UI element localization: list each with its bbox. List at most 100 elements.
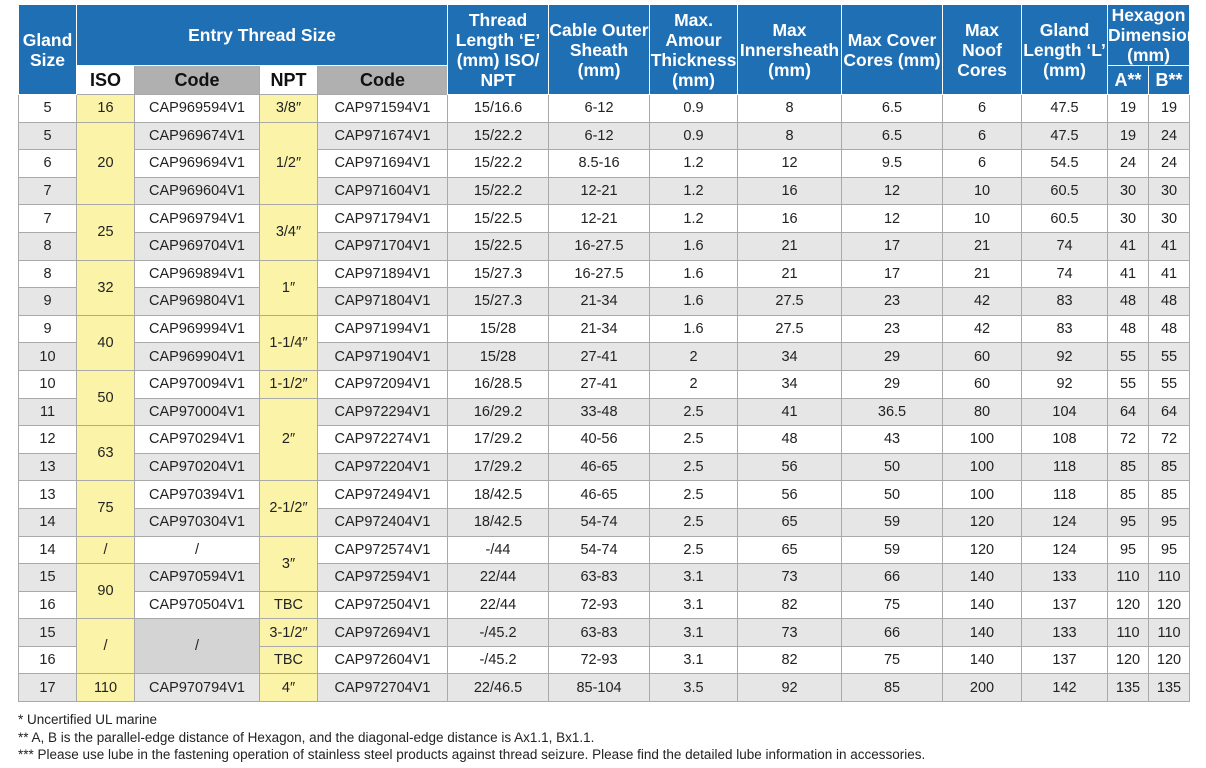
noof-cores-cell: 140 <box>942 590 1023 620</box>
gland-size-cell: 16 <box>18 645 77 675</box>
noof-cores-cell: 21 <box>942 231 1023 261</box>
noof-cores-cell: 200 <box>942 673 1023 703</box>
hex-b-cell: 55 <box>1148 342 1191 371</box>
gland-length-cell: 92 <box>1021 369 1109 399</box>
iso-code-cell: CAP970304V1 <box>134 507 260 537</box>
npt-size-cell: 1-1/2″ <box>259 369 318 399</box>
npt-size-cell: 2″ <box>259 397 318 482</box>
gland-length-cell: 133 <box>1021 563 1109 592</box>
innersheath-cell: 27.5 <box>737 287 843 316</box>
innersheath-cell: 8 <box>737 94 843 123</box>
header-cable-outer-sheath: Cable Outer Sheath (mm) <box>548 4 651 95</box>
table-row: 6 CAP969694V1 CAP971694V1 15/22.2 8.5-16 1.2 1… <box>18 149 1191 178</box>
innersheath-cell: 56 <box>737 480 843 509</box>
iso-size-cell: 90 <box>76 563 135 620</box>
hex-a-cell: 55 <box>1107 342 1150 371</box>
hex-b-cell: 85 <box>1148 480 1191 509</box>
amour-thickness-cell: 1.6 <box>649 287 739 316</box>
npt-code-cell: CAP971604V1 <box>316 176 449 206</box>
footnote-ul-marine: * Uncertified UL marine <box>18 712 158 727</box>
gland-size-cell: 10 <box>18 342 77 371</box>
cover-cores-cell: 75 <box>841 645 944 675</box>
thread-length-cell: 17/29.2 <box>447 425 550 454</box>
table-row: 8 CAP969704V1 CAP971704V1 15/22.5 16-27.5 1.6… <box>18 231 1191 261</box>
npt-code-cell: CAP972494V1 <box>316 480 449 509</box>
amour-thickness-cell: 3.1 <box>649 645 739 675</box>
iso-size-cell: 32 <box>76 259 135 316</box>
noof-cores-cell: 6 <box>942 121 1023 151</box>
gland-length-cell: 83 <box>1021 314 1109 344</box>
hex-b-cell: 24 <box>1148 149 1191 178</box>
cover-cores-cell: 6.5 <box>841 94 944 123</box>
thread-length-cell: 15/22.2 <box>447 176 550 206</box>
innersheath-cell: 21 <box>737 259 843 289</box>
table-row: 13 75 CAP970394V1 2-1/2″ CAP972494V1 18/42.5 4… <box>18 480 1191 537</box>
table-row: 17 110 CAP970794V1 4″ CAP972704V1 22/46.5 85-1… <box>18 673 1191 703</box>
hex-b-cell: 30 <box>1148 176 1191 206</box>
innersheath-cell: 34 <box>737 369 843 399</box>
hex-a-cell: 72 <box>1107 425 1150 454</box>
thread-length-cell: 18/42.5 <box>447 507 550 537</box>
innersheath-cell: 16 <box>737 176 843 206</box>
header-iso-code: Code <box>134 65 260 95</box>
cable-outer-sheath-cell: 27-41 <box>548 369 651 399</box>
thread-length-cell: 15/22.5 <box>447 231 550 261</box>
npt-code-cell: CAP972594V1 <box>316 563 449 592</box>
amour-thickness-cell: 1.6 <box>649 259 739 289</box>
npt-size-cell: 3-1/2″ <box>259 618 318 647</box>
header-npt: NPT <box>259 65 318 95</box>
amour-thickness-cell: 2.5 <box>649 507 739 537</box>
thread-length-cell: 15/28 <box>447 314 550 344</box>
amour-thickness-cell: 2.5 <box>649 535 739 565</box>
hex-b-cell: 95 <box>1148 535 1191 565</box>
npt-code-cell: CAP972274V1 <box>316 425 449 454</box>
gland-size-cell: 9 <box>18 287 77 316</box>
hex-b-cell: 64 <box>1148 397 1191 427</box>
hex-b-cell: 24 <box>1148 121 1191 151</box>
hex-a-cell: 19 <box>1107 94 1150 123</box>
gland-size-cell: 6 <box>18 149 77 178</box>
hex-a-cell: 85 <box>1107 480 1150 509</box>
header-hexagon-dimension: Hexagon Dimension (mm) <box>1107 4 1191 66</box>
thread-length-cell: 15/22.2 <box>447 149 550 178</box>
amour-thickness-cell: 1.2 <box>649 204 739 233</box>
iso-size-cell: 110 <box>76 673 135 703</box>
cover-cores-cell: 66 <box>841 563 944 592</box>
gland-size-cell: 8 <box>18 259 77 289</box>
innersheath-cell: 41 <box>737 397 843 427</box>
thread-length-cell: 15/27.3 <box>447 287 550 316</box>
table-row: 11 CAP970004V1 2″ CAP972294V1 16/29.2 33-48 2.… <box>18 397 1191 482</box>
gland-length-cell: 108 <box>1021 425 1109 454</box>
table-row: 8 32 CAP969894V1 1″ CAP971894V1 15/27.3 16-27.… <box>18 259 1191 316</box>
gland-size-cell: 5 <box>18 121 77 151</box>
cable-outer-sheath-cell: 27-41 <box>548 342 651 371</box>
cable-outer-sheath-cell: 6-12 <box>548 121 651 151</box>
iso-code-cell: CAP970004V1 <box>134 397 260 427</box>
thread-length-cell: -/44 <box>447 535 550 565</box>
noof-cores-cell: 6 <box>942 94 1023 123</box>
cable-outer-sheath-cell: 46-65 <box>548 452 651 482</box>
table-row: 13 CAP970204V1 CAP972204V1 17/29.2 46-65 2.5 5… <box>18 452 1191 482</box>
iso-code-cell: CAP970094V1 <box>134 369 260 399</box>
iso-size-cell: 16 <box>76 94 135 123</box>
gland-size-cell: 16 <box>18 590 77 620</box>
thread-length-cell: 22/46.5 <box>447 673 550 703</box>
hex-b-cell: 19 <box>1148 94 1191 123</box>
noof-cores-cell: 100 <box>942 452 1023 482</box>
iso-size-cell: 50 <box>76 369 135 427</box>
cable-outer-sheath-cell: 54-74 <box>548 535 651 565</box>
cover-cores-cell: 9.5 <box>841 149 944 178</box>
cable-outer-sheath-cell: 8.5-16 <box>548 149 651 178</box>
gland-length-cell: 83 <box>1021 287 1109 316</box>
hex-a-cell: 48 <box>1107 314 1150 344</box>
innersheath-cell: 92 <box>737 673 843 703</box>
hex-b-cell: 55 <box>1148 369 1191 399</box>
cable-outer-sheath-cell: 12-21 <box>548 176 651 206</box>
iso-code-cell: CAP970794V1 <box>134 673 260 703</box>
hex-a-cell: 24 <box>1107 149 1150 178</box>
iso-code-cell: CAP969794V1 <box>134 204 260 233</box>
hex-a-cell: 85 <box>1107 452 1150 482</box>
npt-code-cell: CAP972204V1 <box>316 452 449 482</box>
thread-length-cell: 22/44 <box>447 590 550 620</box>
hex-b-cell: 120 <box>1148 590 1191 620</box>
